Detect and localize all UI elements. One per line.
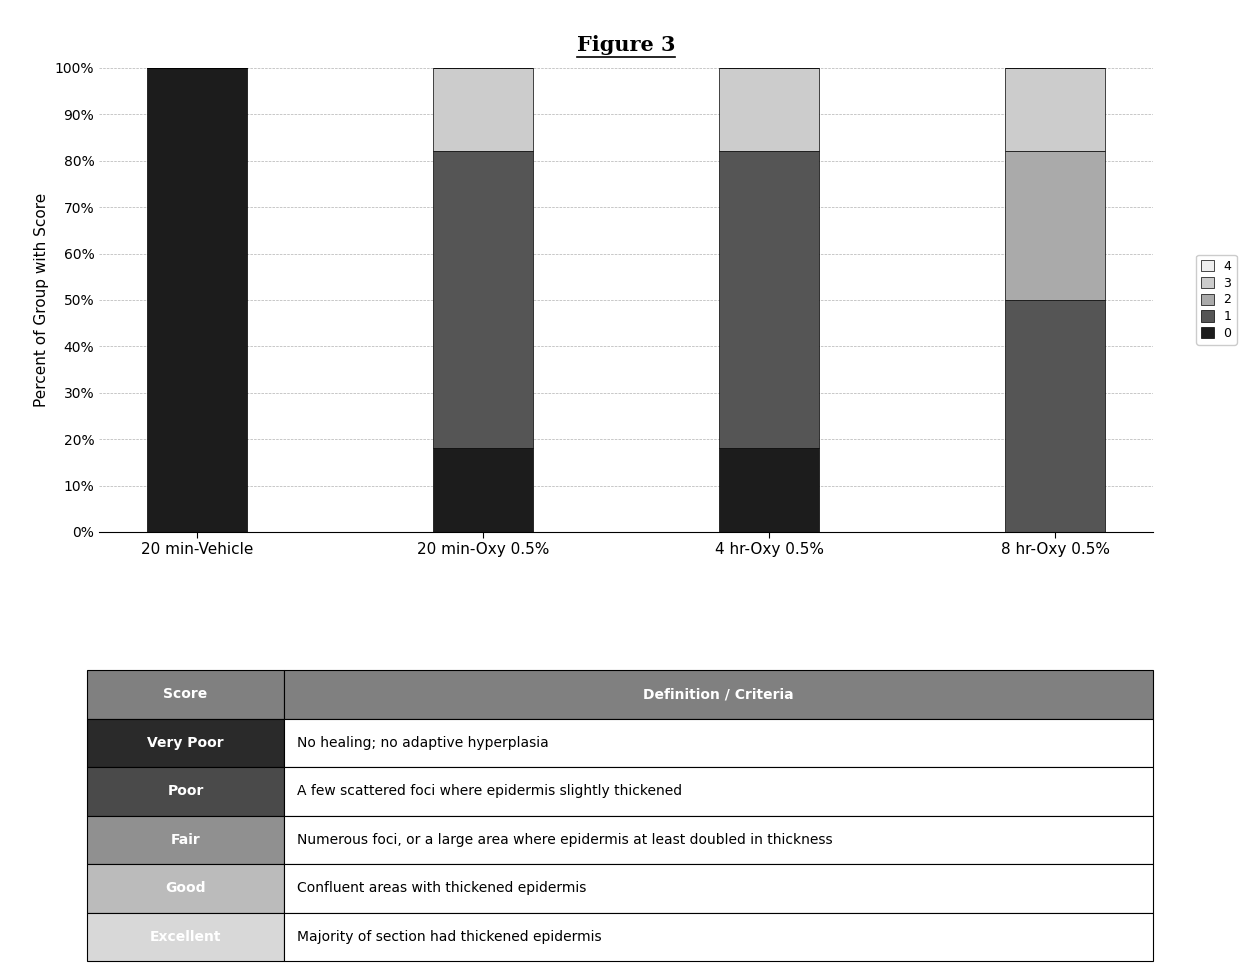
Bar	[433, 151, 533, 449]
Bar	[87, 816, 284, 864]
Text: Score: Score	[164, 687, 207, 701]
Bar	[719, 151, 820, 449]
Text: Numerous foci, or a large area where epidermis at least doubled in thickness: Numerous foci, or a large area where epi…	[296, 833, 832, 847]
Bar	[87, 767, 284, 816]
Text: A few scattered foci where epidermis slightly thickened: A few scattered foci where epidermis sli…	[296, 785, 682, 798]
Bar	[433, 449, 533, 532]
Text: No healing; no adaptive hyperplasia: No healing; no adaptive hyperplasia	[296, 736, 548, 750]
Bar	[1006, 300, 1105, 532]
Y-axis label: Percent of Group with Score: Percent of Group with Score	[35, 193, 50, 407]
Title: Figure 3: Figure 3	[577, 35, 676, 55]
Bar	[87, 670, 284, 719]
Text: Good: Good	[165, 882, 206, 895]
Bar	[87, 913, 284, 961]
Bar	[284, 816, 1153, 864]
Bar	[284, 719, 1153, 767]
Bar	[284, 864, 1153, 913]
Bar	[433, 68, 533, 151]
Bar	[87, 864, 284, 913]
Text: Excellent: Excellent	[150, 930, 221, 944]
Bar	[1006, 151, 1105, 300]
Text: Majority of section had thickened epidermis: Majority of section had thickened epider…	[296, 930, 601, 944]
Text: Confluent areas with thickened epidermis: Confluent areas with thickened epidermis	[296, 882, 587, 895]
Bar	[284, 670, 1153, 719]
Bar	[719, 449, 820, 532]
Text: Definition / Criteria: Definition / Criteria	[644, 687, 794, 701]
Bar	[148, 68, 247, 532]
Bar	[1006, 68, 1105, 151]
Legend: 4, 3, 2, 1, 0: 4, 3, 2, 1, 0	[1197, 255, 1236, 345]
Text: Fair: Fair	[171, 833, 201, 847]
Text: Very Poor: Very Poor	[148, 736, 223, 750]
Bar	[87, 719, 284, 767]
Bar	[284, 913, 1153, 961]
Bar	[284, 767, 1153, 816]
Text: Poor: Poor	[167, 785, 203, 798]
Bar	[719, 68, 820, 151]
